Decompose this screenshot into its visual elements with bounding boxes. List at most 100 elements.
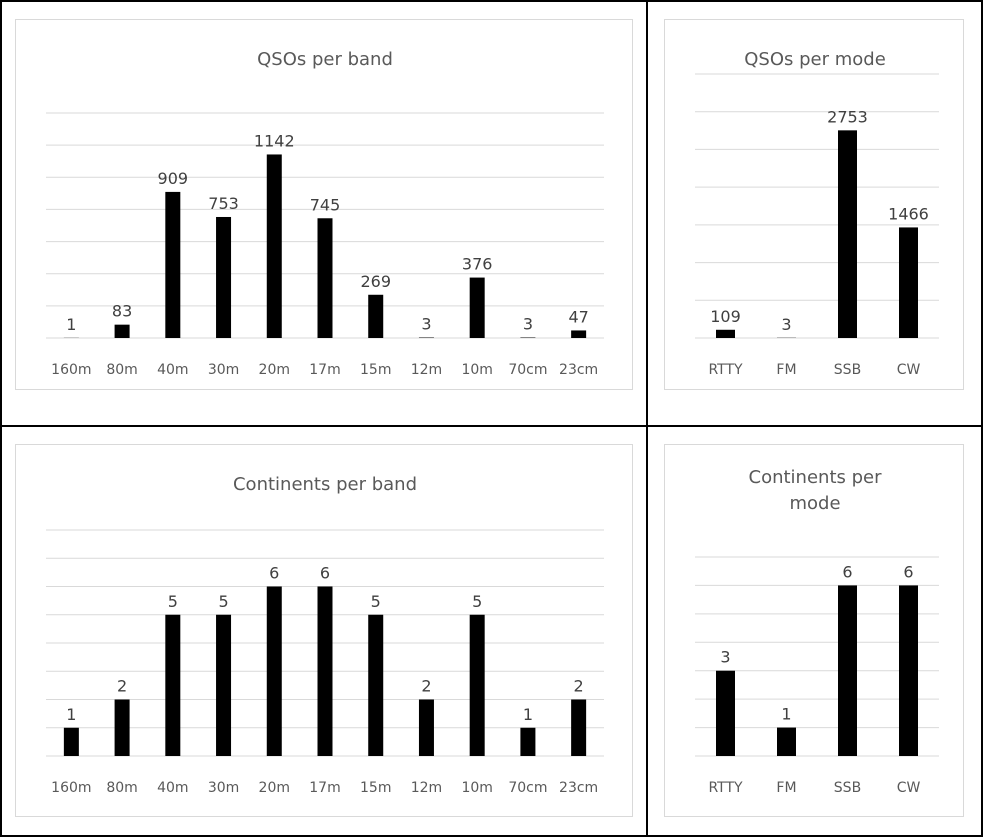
chart-title: QSOs per band	[257, 49, 393, 70]
table-border-top	[0, 0, 983, 2]
category-label-10m: 10m	[461, 362, 492, 378]
category-label-23cm: 23cm	[559, 362, 598, 378]
bar-160m	[63, 727, 79, 756]
bar-23cm	[571, 330, 587, 338]
category-label-20m: 20m	[259, 362, 290, 378]
category-label-30m: 30m	[208, 362, 239, 378]
data-label-fm: 1	[781, 705, 791, 724]
category-label-30m: 30m	[208, 780, 239, 796]
qsos-per-mode-chart: QSOs per mode 109 RTTY 3 FM 2753 SSB 1466 CW	[664, 19, 964, 390]
data-label-cw: 6	[903, 562, 913, 581]
data-label-rtty: 109	[710, 307, 741, 326]
data-label-15m: 5	[371, 592, 381, 611]
chart-title: Continents per band	[233, 474, 417, 495]
data-label-30m: 5	[218, 592, 228, 611]
data-label-23cm: 47	[568, 307, 588, 326]
category-label-160m: 160m	[51, 362, 91, 378]
data-label-20m: 1142	[254, 131, 295, 150]
category-label-10m: 10m	[461, 780, 492, 796]
bar-cw	[899, 227, 918, 338]
bar-17m	[317, 218, 333, 338]
bar-ssb	[838, 585, 857, 756]
bar-17m	[317, 586, 333, 756]
category-label-fm: FM	[776, 362, 796, 378]
data-label-10m: 376	[462, 255, 493, 274]
category-label-rtty: RTTY	[708, 780, 743, 796]
bar-20m	[266, 586, 282, 756]
continents-per-band-svg: Continents per band 1 160m 2 80m 5 40m 5 30m 6 20m…	[46, 474, 604, 796]
bar-rtty	[716, 670, 735, 756]
bar-23cm	[571, 699, 587, 756]
table-border-bottom	[0, 835, 983, 837]
table-border-right	[981, 0, 983, 837]
category-label-20m: 20m	[259, 780, 290, 796]
category-label-cw: CW	[897, 780, 921, 796]
category-label-rtty: RTTY	[708, 362, 743, 378]
data-label-20m: 6	[269, 564, 279, 583]
data-label-fm: 3	[781, 315, 791, 334]
data-label-17m: 6	[320, 564, 330, 583]
chart-title: Continents per	[749, 467, 883, 488]
data-label-80m: 83	[112, 302, 132, 321]
data-label-23cm: 2	[574, 677, 584, 696]
category-label-80m: 80m	[106, 780, 137, 796]
data-label-80m: 2	[117, 677, 127, 696]
data-label-160m: 1	[66, 315, 76, 334]
table-border-center	[646, 0, 648, 837]
bar-15m	[368, 614, 384, 756]
continents-per-mode-svg: Continents per mode 3 RTTY 1 FM 6 SSB 6 CW	[695, 467, 939, 796]
data-label-12m: 3	[421, 315, 431, 334]
category-label-12m: 12m	[411, 780, 442, 796]
data-label-cw: 1466	[888, 204, 929, 223]
category-label-70cm: 70cm	[508, 362, 547, 378]
data-label-10m: 5	[472, 592, 482, 611]
qsos-per-band-svg: QSOs per band 1 160m 83 80m 909 40m 753 30m 1142 2…	[46, 49, 604, 378]
data-label-rtty: 3	[720, 648, 730, 667]
bar-fm	[777, 727, 796, 756]
category-label-fm: FM	[776, 780, 796, 796]
data-label-12m: 2	[421, 677, 431, 696]
data-label-30m: 753	[208, 194, 239, 213]
category-label-12m: 12m	[411, 362, 442, 378]
qsos-per-band-chart: QSOs per band 1 160m 83 80m 909 40m 753 30m 1142 2…	[15, 19, 633, 390]
data-label-ssb: 2753	[827, 107, 868, 126]
bar-12m	[418, 699, 434, 756]
bar-ssb	[838, 130, 857, 338]
category-label-23cm: 23cm	[559, 780, 598, 796]
data-label-40m: 5	[168, 592, 178, 611]
bar-20m	[266, 154, 282, 338]
data-label-15m: 269	[360, 272, 391, 291]
category-label-160m: 160m	[51, 780, 91, 796]
category-label-17m: 17m	[309, 780, 340, 796]
category-label-15m: 15m	[360, 780, 391, 796]
bar-cw	[899, 585, 918, 756]
bar-40m	[165, 191, 181, 338]
bar-30m	[216, 614, 232, 756]
continents-per-mode-chart: Continents per mode 3 RTTY 1 FM 6 SSB 6 CW	[664, 444, 964, 817]
category-label-cw: CW	[897, 362, 921, 378]
bar-30m	[216, 216, 232, 338]
bar-15m	[368, 294, 384, 338]
data-label-70cm: 1	[523, 705, 533, 724]
bar-10m	[469, 277, 485, 338]
bar-70cm	[520, 727, 536, 756]
data-label-160m: 1	[66, 705, 76, 724]
category-label-80m: 80m	[106, 362, 137, 378]
category-label-40m: 40m	[157, 362, 188, 378]
continents-per-band-chart: Continents per band 1 160m 2 80m 5 40m 5 30m 6 20m…	[15, 444, 633, 817]
category-label-17m: 17m	[309, 362, 340, 378]
bar-10m	[469, 614, 485, 756]
data-label-40m: 909	[158, 169, 189, 188]
category-label-70cm: 70cm	[508, 780, 547, 796]
table-border-middle	[0, 425, 983, 427]
chart-title: mode	[789, 493, 840, 514]
bar-80m	[114, 324, 130, 338]
category-label-40m: 40m	[157, 780, 188, 796]
chart-title: QSOs per mode	[744, 49, 886, 70]
data-label-17m: 745	[310, 195, 341, 214]
qsos-per-mode-svg: QSOs per mode 109 RTTY 3 FM 2753 SSB 1466 CW	[695, 49, 939, 378]
bar-80m	[114, 699, 130, 756]
table-border-left	[0, 0, 2, 837]
data-label-ssb: 6	[842, 562, 852, 581]
